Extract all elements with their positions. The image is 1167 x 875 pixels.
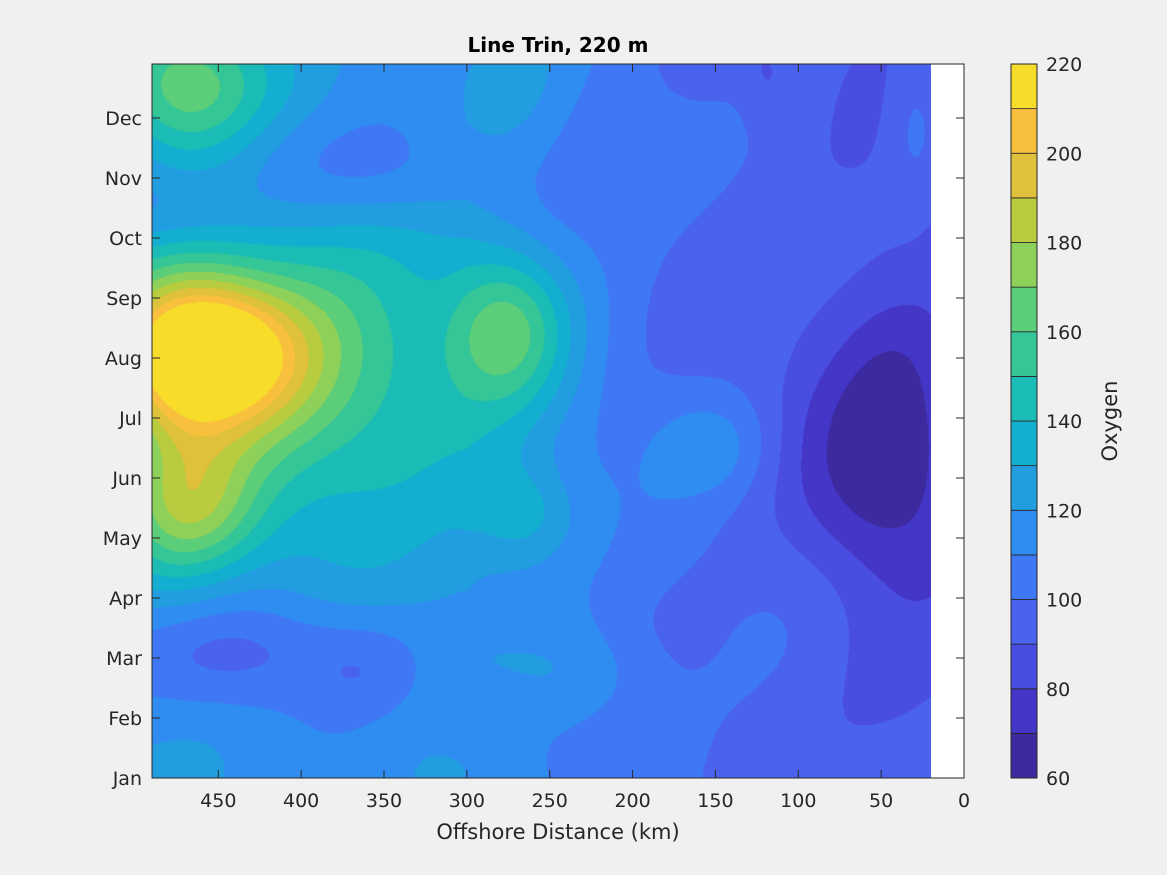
- x-axis-label: Offshore Distance (km): [436, 820, 679, 844]
- colorbar-segment: [1010, 242, 1038, 288]
- colorbar-segment: [1010, 152, 1038, 199]
- colorbar-segment: [1010, 643, 1038, 690]
- x-tick-label: 150: [697, 790, 733, 812]
- x-tick-label: 0: [958, 790, 970, 812]
- x-tick-label: 50: [869, 790, 893, 812]
- colorbar-segment: [1010, 688, 1038, 734]
- y-tick-label: Nov: [105, 168, 142, 190]
- y-tick-label: Aug: [105, 348, 142, 370]
- x-tick-label: 100: [780, 790, 816, 812]
- colorbar-tick-label: 180: [1046, 233, 1082, 255]
- chart-title: Line Trin, 220 m: [468, 33, 649, 57]
- colorbar-tick-label: 140: [1046, 411, 1082, 433]
- y-tick-label: Jan: [112, 768, 142, 790]
- colorbar-segment: [1010, 509, 1038, 556]
- y-tick-label: Jun: [111, 468, 142, 490]
- y-tick-label: Mar: [106, 648, 142, 670]
- colorbar-tick-label: 80: [1046, 679, 1070, 701]
- colorbar-ticks: 60 80 100 120 140 160 180 200 220: [1046, 54, 1082, 790]
- x-tick-label: 450: [200, 790, 236, 812]
- y-tick-label: May: [103, 528, 142, 550]
- colorbar-segment: [1010, 599, 1038, 645]
- oxygen-contour-field: [152, 64, 931, 778]
- colorbar-segment: [1010, 197, 1038, 243]
- colorbar-segment: [1010, 63, 1038, 110]
- colorbar-tick-label: 120: [1046, 500, 1082, 522]
- x-tick-label: 300: [449, 790, 485, 812]
- plot-frame: [151, 63, 965, 779]
- colorbar-frame: [1010, 63, 1038, 779]
- y-tick-label: Sep: [106, 288, 142, 310]
- colorbar-segment: [1010, 286, 1038, 333]
- y-tick-label: Dec: [105, 108, 142, 130]
- colorbar-segment: [1010, 420, 1038, 467]
- colorbar-tick-label: 220: [1046, 54, 1082, 76]
- colorbar-tick-label: 200: [1046, 143, 1082, 165]
- colorbar-tick-label: 60: [1046, 768, 1070, 790]
- colorbar: [1010, 63, 1038, 779]
- x-axis: 450 400 350 300 250 200 150 100 50 0: [200, 64, 970, 812]
- y-tick-label: Feb: [108, 708, 142, 730]
- x-tick-label: 250: [532, 790, 568, 812]
- x-tick-label: 350: [366, 790, 402, 812]
- y-axis: Jan Feb Mar Apr May Jun Jul Aug Sep Oct Nov Dec: [103, 108, 964, 790]
- colorbar-segment: [1010, 331, 1038, 377]
- colorbar-segment: [1010, 554, 1038, 600]
- colorbar-segment: [1010, 732, 1038, 779]
- y-tick-label: Apr: [109, 588, 142, 610]
- y-tick-label: Oct: [109, 228, 142, 250]
- colorbar-segment: [1010, 375, 1038, 422]
- y-tick-label: Jul: [118, 408, 142, 430]
- colorbar-tick-label: 160: [1046, 322, 1082, 344]
- colorbar-segment: [1010, 465, 1038, 511]
- x-tick-label: 400: [283, 790, 319, 812]
- colorbar-tick-label: 100: [1046, 590, 1082, 612]
- colorbar-label: Oxygen: [1098, 381, 1122, 462]
- x-tick-label: 200: [614, 790, 650, 812]
- colorbar-segment: [1010, 108, 1038, 154]
